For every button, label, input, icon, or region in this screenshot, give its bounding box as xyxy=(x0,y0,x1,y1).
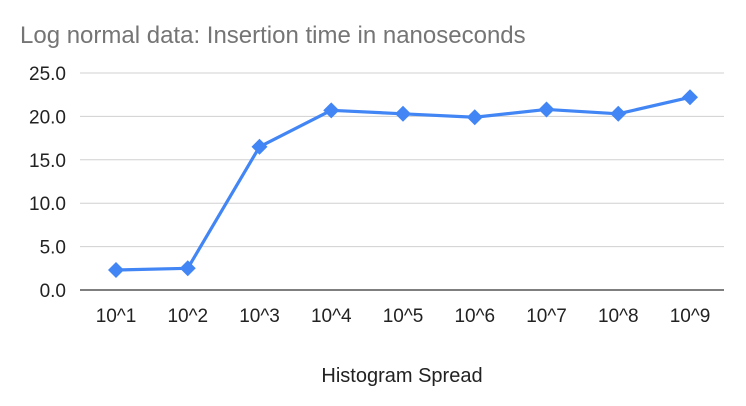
x-tick-label: 10^4 xyxy=(311,306,352,327)
y-axis-ticks: 0.0 5.0 10.0 15.0 20.0 25.0 xyxy=(29,64,66,302)
x-axis-label: Histogram Spread xyxy=(321,365,482,387)
x-tick-label: 10^1 xyxy=(96,306,137,327)
x-tick-label: 10^5 xyxy=(383,306,424,327)
data-point-marker xyxy=(108,262,124,279)
x-tick-label: 10^7 xyxy=(526,306,567,327)
data-point-marker xyxy=(251,138,268,155)
data-point-marker xyxy=(395,105,411,122)
x-tick-label: 10^8 xyxy=(598,306,639,327)
x-tick-label: 10^6 xyxy=(454,306,495,327)
series-line xyxy=(115,95,691,272)
data-point-marker xyxy=(323,102,340,119)
chart-title: Log normal data: Insertion time in nanos… xyxy=(20,22,526,49)
data-point-marker xyxy=(466,109,483,126)
x-tick-label: 10^9 xyxy=(670,306,711,327)
y-tick-label: 20.0 xyxy=(29,107,66,128)
series-layer xyxy=(108,89,698,279)
y-tick-label: 0.0 xyxy=(40,281,66,302)
x-tick-label: 10^2 xyxy=(167,306,208,327)
y-tick-label: 5.0 xyxy=(40,238,66,259)
y-tick-label: 25.0 xyxy=(29,64,66,85)
data-point-marker xyxy=(538,101,555,118)
y-tick-label: 15.0 xyxy=(29,151,66,172)
x-axis-ticks: 10^1 10^2 10^3 10^4 10^5 10^6 10^7 10^8 10^9 xyxy=(96,306,711,327)
data-point-marker xyxy=(179,260,196,277)
x-tick-label: 10^3 xyxy=(239,306,280,327)
gridlines xyxy=(80,72,724,248)
y-tick-label: 10.0 xyxy=(29,194,66,215)
data-point-marker xyxy=(610,105,627,122)
data-point-marker xyxy=(682,89,698,106)
